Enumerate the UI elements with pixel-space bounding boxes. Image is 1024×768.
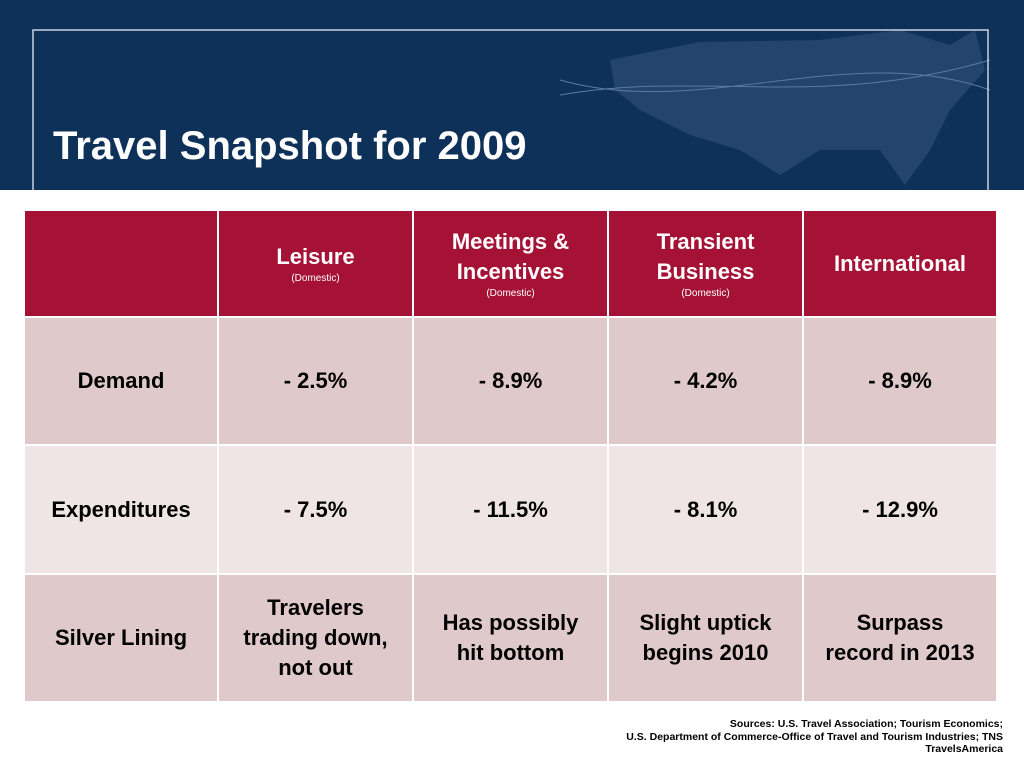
header-cell: Leisure (Domestic)	[219, 211, 414, 318]
cell-text: Slight uptick	[639, 610, 772, 635]
header-subtext: (Domestic)	[486, 287, 535, 299]
frame	[32, 29, 989, 190]
cell-text: - 2.5%	[283, 368, 348, 393]
row-header: Expenditures	[25, 446, 219, 575]
row-header: Demand	[25, 318, 219, 446]
table-cell: - 11.5%	[414, 446, 609, 575]
cell-text: record in 2013	[825, 640, 975, 665]
source-line: U.S. Department of Commerce-Office of Tr…	[626, 730, 1003, 743]
table-cell: Surpass record in 2013	[804, 575, 998, 703]
cell-text: not out	[278, 655, 353, 680]
table-cell: Travelers trading down, not out	[219, 575, 414, 703]
table-cell: Has possibly hit bottom	[414, 575, 609, 703]
table-cell: Slight uptick begins 2010	[609, 575, 804, 703]
sources: Sources: U.S. Travel Association; Touris…	[626, 718, 1003, 756]
cell-text: begins 2010	[642, 640, 769, 665]
header-text: Meetings &	[451, 228, 570, 254]
table-cell: - 7.5%	[219, 446, 414, 575]
cell-text: - 11.5%	[473, 496, 548, 522]
cell-text: - 8.9%	[478, 368, 543, 393]
map-curve	[559, 72, 991, 93]
cell-text: trading down,	[243, 625, 388, 650]
header-text: Incentives	[456, 258, 565, 284]
banner: Travel Snapshot for 2009	[0, 0, 1024, 190]
cell-text: - 7.5%	[283, 496, 348, 522]
cell-text: hit bottom	[456, 640, 565, 665]
cell-text: Travelers	[267, 595, 364, 620]
header-cell: Meetings & Incentives (Domestic)	[414, 211, 609, 318]
cell-text: Silver Lining	[54, 625, 188, 650]
map-curve	[559, 59, 991, 96]
header-cell	[25, 211, 219, 318]
table-cell: - 4.2%	[609, 318, 804, 446]
slide-title: Travel Snapshot for 2009	[53, 124, 527, 168]
table-cell: - 8.9%	[804, 318, 998, 446]
cell-text: Demand	[77, 368, 165, 393]
cell-text: - 12.9%	[862, 496, 938, 522]
table: Leisure (Domestic) Meetings & Incentives (Do…	[25, 211, 998, 703]
header-subtext: (Domestic)	[681, 287, 730, 299]
cell-text: - 8.9%	[868, 368, 932, 393]
header-text: Transient	[656, 228, 755, 254]
row-header: Silver Lining	[25, 575, 219, 703]
map-shape	[610, 30, 985, 185]
table-cell: - 2.5%	[219, 318, 414, 446]
header-subtext: (Domestic)	[291, 272, 340, 284]
header-text: Business	[656, 258, 755, 284]
table-cell: - 8.1%	[609, 446, 804, 575]
cell-text: - 8.1%	[673, 496, 738, 522]
source-line: Sources: U.S. Travel Association; Touris…	[729, 718, 1003, 730]
cell-text: - 4.2%	[673, 368, 738, 393]
header-cell: Transient Business (Domestic)	[609, 211, 804, 318]
header-text: International	[833, 250, 966, 276]
banner-decoration	[32, 29, 991, 190]
table-cell: - 8.9%	[414, 318, 609, 446]
cell-text: Expenditures	[51, 496, 191, 522]
cell-text: Surpass	[856, 610, 944, 635]
header-cell: International	[804, 211, 998, 318]
table-cell: - 12.9%	[804, 446, 998, 575]
cell-text: Has possibly	[442, 610, 579, 635]
header-text: Leisure	[276, 243, 355, 269]
source-line: TravelsAmerica	[925, 743, 1003, 755]
